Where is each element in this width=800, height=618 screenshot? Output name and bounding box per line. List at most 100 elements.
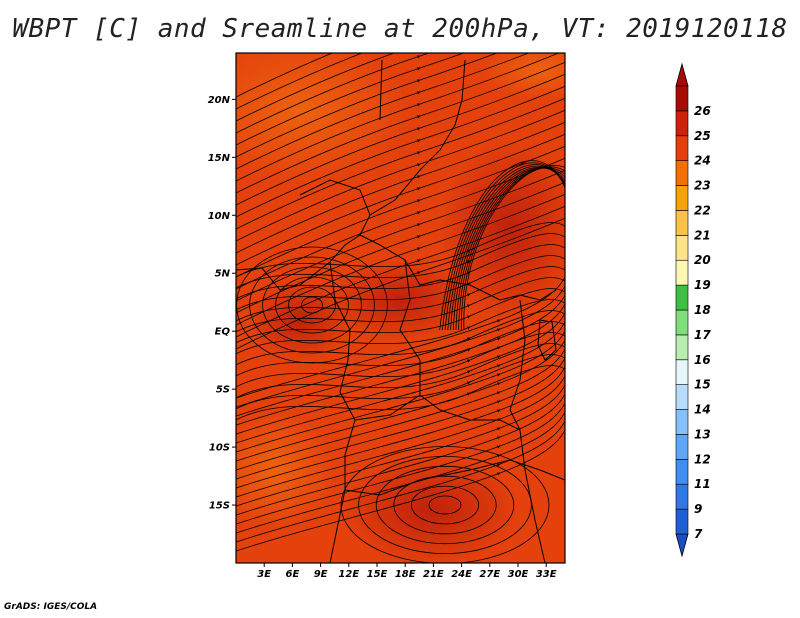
colorbar-swatch: [675, 309, 689, 336]
streamline: [236, 339, 565, 462]
hot-region-south: [340, 455, 520, 563]
colorbar-label: 7: [694, 527, 703, 541]
lat-tick-label: 5N: [215, 269, 231, 280]
colorbar-label: 12: [694, 452, 711, 466]
lat-tick-label: 20N: [208, 95, 231, 106]
lon-tick-label: 33E: [536, 569, 557, 580]
streamline: [463, 164, 565, 331]
streamline: [236, 133, 565, 266]
streamline: [236, 420, 565, 543]
colorbar-swatch: [675, 135, 689, 161]
hot-region-east: [440, 140, 565, 320]
border-line: [299, 179, 371, 216]
streamline: [236, 393, 565, 516]
lat-tick-label: 10S: [209, 443, 230, 454]
colorbar-swatch: [675, 334, 689, 361]
colorbar-swatch: [675, 384, 689, 410]
colorbar-label: 16: [694, 353, 711, 367]
lat-tick-label: 5S: [216, 385, 230, 396]
credit-text: GrADS: IGES/COLA: [4, 602, 98, 612]
streamline: [236, 222, 565, 278]
streamline: [236, 276, 565, 399]
streamline-anticyclone: [340, 446, 550, 563]
colorbar-label: 15: [694, 378, 711, 392]
colorbar-swatch: [675, 459, 689, 485]
streamline: [236, 303, 565, 426]
streamline: [236, 53, 431, 134]
colorbar-swatch: [675, 185, 689, 211]
colorbar-swatch: [675, 85, 689, 112]
lat-tick-label: 15S: [209, 501, 230, 512]
colorbar-label: 21: [694, 228, 711, 242]
colorbar-label: 26: [694, 104, 711, 118]
streamline: [236, 343, 565, 399]
streamline: [236, 255, 565, 311]
streamline: [236, 299, 565, 355]
streamlines: [236, 53, 565, 563]
streamline: [236, 53, 499, 158]
hot-region-gulf: [250, 280, 350, 360]
streamline: [236, 53, 334, 98]
lat-tick-label: EQ: [215, 327, 231, 338]
streamline-anticyclone: [410, 485, 479, 525]
streamline: [442, 162, 565, 331]
streamline: [236, 217, 565, 350]
streamline: [236, 73, 565, 206]
streamline: [236, 169, 565, 302]
colorbar-swatch: [675, 483, 689, 510]
streamline: [236, 321, 565, 377]
streamline-anticyclone: [375, 465, 515, 545]
streamline-eddy: [262, 266, 362, 344]
warm-region-northeast: [480, 53, 565, 100]
colorbar-label: 9: [694, 502, 702, 516]
colorbar-label: 17: [694, 328, 711, 342]
lon-tick-label: 18E: [395, 569, 416, 580]
colorbar-label: 18: [694, 303, 711, 317]
border-line: [379, 59, 383, 121]
lat-tick-label: 15N: [208, 153, 231, 164]
border-line: [359, 234, 557, 301]
streamline: [236, 145, 565, 278]
colorbar-swatch: [675, 210, 689, 236]
streamline: [236, 285, 565, 408]
country-borders: [236, 59, 565, 563]
border-line: [509, 299, 546, 563]
streamline-anticyclone: [393, 475, 497, 535]
latitude-axis: 20N 15N 10N 5N EQ 5S 10S 15S: [208, 95, 236, 512]
colorbar-swatch: [675, 160, 689, 186]
streamline: [236, 332, 565, 388]
streamline-eddy: [275, 276, 349, 334]
map-frame: [235, 52, 566, 564]
streamline-eddy: [249, 256, 375, 354]
streamline-anticyclone: [428, 495, 462, 515]
streamline: [236, 53, 364, 110]
colorbar-label: 20: [694, 253, 711, 267]
colorbar-label: 14: [694, 403, 711, 417]
colorbar-swatch: [675, 508, 689, 535]
colorbar-swatch: [675, 110, 689, 137]
lat-tick-label: 10N: [208, 211, 231, 222]
streamline: [236, 366, 565, 489]
colorbar-label: 11: [694, 477, 711, 491]
streamline: [458, 167, 565, 331]
streamline: [236, 277, 565, 333]
streamline: [236, 233, 565, 289]
streamline: [236, 411, 565, 534]
streamline: [236, 121, 565, 254]
streamline: [236, 429, 565, 552]
colorbar-swatch: [675, 434, 689, 460]
streamline: [236, 321, 565, 444]
streamline: [236, 53, 465, 146]
streamline: [236, 375, 565, 498]
streamline: [236, 348, 565, 471]
streamline: [236, 53, 396, 122]
colorbar: 7 9 11 12 13 14 15 16 17 18 19 20 21 22 23 24 25 26: [675, 62, 711, 558]
streamline: [236, 85, 565, 218]
colorbar-swatch: [675, 284, 689, 311]
colorbar-label: 24: [694, 154, 711, 168]
streamline: [236, 61, 565, 194]
temperature-field: [236, 53, 565, 563]
colorbar-arrow-high: [675, 62, 689, 87]
longitude-axis: 3E 6E 9E 12E 15E 18E 21E 24E 27E 30E 33E: [257, 563, 557, 580]
